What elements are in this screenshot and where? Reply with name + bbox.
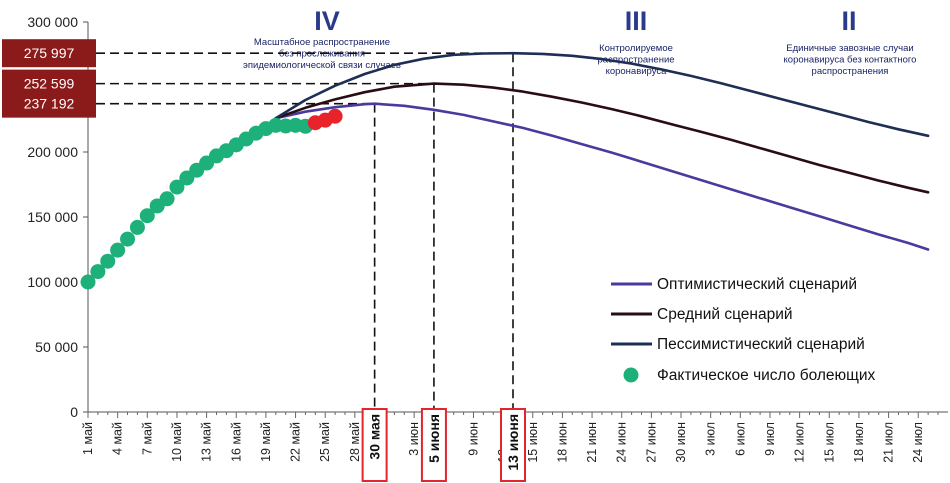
x-tick-label: 21 июл (882, 422, 896, 463)
x-tick-label: 18 июн (555, 422, 569, 463)
phase-note-line: Масштабное распространение (254, 37, 390, 48)
x-tick-label: 13 май (200, 422, 214, 462)
y-tick-label: 200 000 (27, 144, 78, 160)
legend: Оптимистический сценарий Средний сценарий… (611, 276, 876, 384)
x-tick-label: 21 июн (585, 422, 599, 463)
highlighted-date-box (500, 408, 526, 482)
y-tick-label: 50 000 (35, 339, 78, 355)
y-tick-label: 100 000 (27, 274, 78, 290)
phase-note-line: эпидемиологической связи случаев (243, 60, 401, 71)
highlighted-dates: 30 мая 5 июня 13 июня (361, 408, 526, 482)
x-tick-label: 27 июн (644, 422, 658, 463)
actual-case-point (129, 219, 145, 235)
legend-label: Оптимистический сценарий (657, 276, 857, 293)
y-tick-label: 150 000 (27, 209, 78, 225)
highlighted-date-box (420, 408, 447, 482)
phase-numeral: IV (314, 6, 340, 36)
recent-case-point (327, 108, 343, 124)
actual-case-point (80, 274, 96, 290)
x-tick-label: 1 май (81, 422, 95, 455)
highlighted-date-label: 5 июня (426, 414, 442, 463)
actual-case-point (169, 179, 185, 195)
reference-lines (96, 52, 514, 412)
scenario-lines (274, 51, 930, 251)
legend-dot-icon (623, 367, 639, 383)
actual-case-point (90, 264, 106, 280)
actual-case-point (100, 253, 116, 269)
x-tick-label: 18 июл (852, 422, 866, 463)
phase-note-line: распространение (597, 55, 674, 66)
x-tick-label: 7 май (140, 422, 154, 455)
legend-label: Фактическое число болеющих (657, 367, 876, 384)
x-tick-label: 4 май (111, 422, 125, 455)
x-tick-label: 9 июл (763, 422, 777, 456)
y-tick-label: 0 (70, 404, 78, 420)
phase-note-line: коронавируса без контактного (784, 55, 917, 66)
actual-case-point (120, 231, 136, 247)
actual-case-point (110, 242, 126, 258)
x-tick-label: 25 май (318, 422, 332, 462)
peak-marker-label: 252 599 (24, 76, 75, 92)
x-tick-label: 24 июн (615, 422, 629, 463)
peak-marker-label: 237 192 (24, 96, 75, 112)
legend-label: Средний сценарий (657, 306, 793, 323)
x-axis-ticks: 1 май 4 май 7 май 10 май 13 май 16 май 19 май 2… (81, 412, 939, 463)
phase-note-line: Контролируемое (599, 43, 673, 54)
x-tick-label: 9 июн (466, 422, 480, 456)
phase-numeral: II (841, 6, 856, 36)
x-tick-label: 16 май (229, 422, 243, 462)
peak-marker-label: 275 997 (24, 45, 75, 61)
y-tick-label: 300 000 (27, 14, 78, 30)
highlighted-date-label: 13 июня (505, 414, 521, 471)
x-tick-label: 30 июн (674, 422, 688, 463)
x-tick-label: 3 июл (704, 422, 718, 456)
x-tick-label: 15 июн (526, 422, 540, 463)
phase-note-line: Единичные завозные случаи (786, 43, 913, 54)
x-tick-label: 3 июн (407, 422, 421, 456)
x-tick-label: 28 май (348, 422, 362, 462)
peak-marker-box (2, 89, 96, 118)
legend-label: Пессимистический сценарий (657, 336, 865, 353)
x-tick-label: 10 май (170, 422, 184, 462)
actual-cases-points (80, 108, 343, 290)
x-tick-label: 6 июл (733, 422, 747, 456)
peak-value-markers: 275 997 252 599 237 192 (2, 39, 96, 118)
x-tick-label: 15 июл (822, 422, 836, 463)
highlighted-date-label: 30 мая (367, 414, 383, 460)
highlighted-date-box (361, 408, 388, 482)
phase-note-line: распространения (812, 66, 889, 77)
actual-case-point (139, 208, 155, 224)
phase-note-line: коронавируса (606, 66, 668, 77)
x-tick-label: 19 май (259, 422, 273, 462)
scenario-line (274, 102, 930, 251)
scenario-line (274, 82, 930, 194)
x-tick-label: 22 май (289, 422, 303, 462)
peak-marker-box (2, 39, 96, 68)
actual-case-point (159, 191, 175, 207)
x-tick-label: 24 июл (911, 422, 925, 463)
x-tick-label: 12 июл (793, 422, 807, 463)
scenario-line (274, 51, 930, 138)
phase-numeral: III (625, 6, 648, 36)
